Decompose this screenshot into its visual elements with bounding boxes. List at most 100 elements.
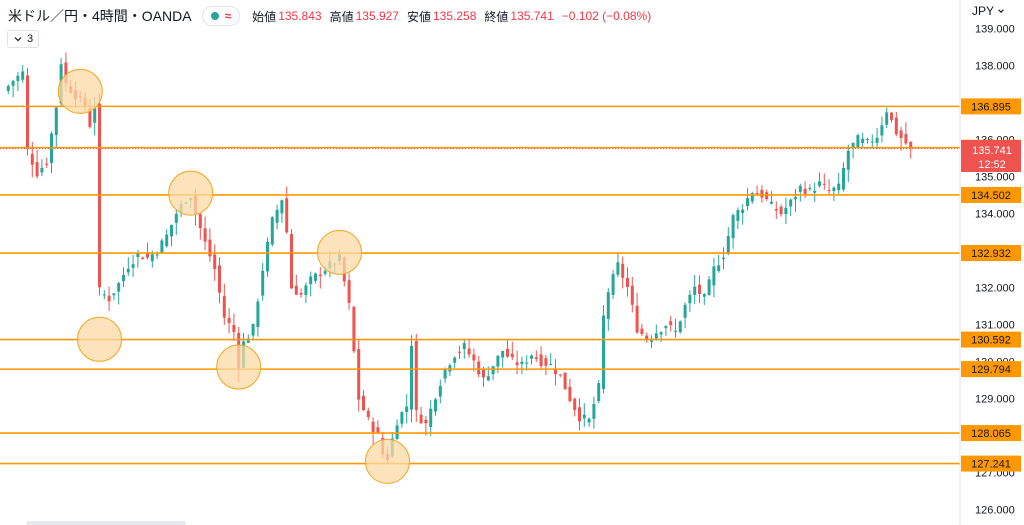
candle-body bbox=[21, 71, 25, 80]
axis-tick-label: 129.000 bbox=[975, 394, 1015, 406]
candle-body bbox=[26, 75, 29, 150]
candle-body bbox=[621, 263, 625, 278]
candle-body bbox=[611, 274, 615, 295]
candle-body bbox=[525, 362, 529, 364]
candle-body bbox=[314, 273, 317, 281]
candle-body bbox=[827, 189, 831, 191]
candle-body bbox=[323, 271, 327, 274]
level-tag-bg bbox=[961, 455, 1021, 472]
candle-body bbox=[779, 206, 783, 215]
candle-body bbox=[482, 369, 485, 378]
candle-body bbox=[515, 362, 519, 366]
highlight-circle bbox=[317, 229, 362, 275]
candle-body bbox=[558, 374, 562, 376]
candle-body bbox=[146, 253, 149, 258]
candle-body bbox=[376, 427, 380, 433]
candlestick-series bbox=[6, 52, 913, 463]
candle-body bbox=[880, 125, 884, 136]
candle-body bbox=[736, 210, 740, 221]
candle-body bbox=[126, 268, 130, 273]
status-pill[interactable]: ≈ bbox=[201, 6, 241, 26]
axis-tick-label: 139.000 bbox=[975, 24, 1015, 36]
candle-body bbox=[746, 198, 749, 206]
highlight-circles bbox=[57, 68, 410, 484]
candle-body bbox=[429, 408, 433, 428]
highlight-circle bbox=[168, 170, 214, 216]
candle-body bbox=[54, 107, 58, 136]
candle-body bbox=[774, 208, 778, 211]
candle-body bbox=[227, 317, 231, 324]
candle-body bbox=[544, 358, 548, 366]
candle-body bbox=[640, 328, 644, 335]
candle-body bbox=[419, 414, 423, 424]
candle-body bbox=[534, 357, 538, 359]
chevron-down-icon bbox=[14, 37, 22, 42]
candle-body bbox=[64, 62, 68, 84]
candle-body bbox=[400, 412, 404, 424]
candle-body bbox=[616, 262, 620, 275]
candle-body bbox=[693, 286, 697, 295]
market-status-icon bbox=[210, 12, 219, 20]
low-label: 安値 bbox=[406, 9, 431, 24]
candle-body bbox=[750, 193, 754, 202]
candle-body bbox=[702, 294, 706, 297]
candle-body bbox=[794, 197, 797, 200]
candle-body bbox=[136, 252, 140, 258]
candle-body bbox=[731, 215, 735, 239]
candle-body bbox=[443, 368, 447, 379]
highlight-circle bbox=[57, 68, 103, 114]
highlight-circle bbox=[365, 438, 410, 484]
candle-body bbox=[362, 395, 365, 411]
candle-body bbox=[414, 341, 418, 411]
candle-body bbox=[856, 135, 860, 148]
highlight-circle bbox=[77, 316, 122, 362]
time-scrollbar[interactable] bbox=[26, 521, 186, 525]
candle-body bbox=[275, 209, 279, 223]
candle-body bbox=[40, 167, 44, 173]
candle-body bbox=[131, 264, 135, 268]
high-label: 高値 bbox=[329, 9, 354, 24]
candle-body bbox=[530, 355, 533, 359]
symbol-title[interactable]: 米ドル／円・4時間・OANDA bbox=[8, 8, 192, 24]
candle-body bbox=[674, 330, 677, 332]
candle-body bbox=[458, 351, 461, 353]
candle-body bbox=[366, 410, 370, 418]
chevron-down-icon bbox=[998, 9, 1004, 13]
candle-body bbox=[899, 130, 903, 138]
candle-body bbox=[30, 153, 34, 165]
candle-body bbox=[688, 294, 692, 304]
candle-body bbox=[808, 187, 812, 189]
candle-body bbox=[6, 85, 10, 91]
candle-body bbox=[11, 80, 15, 86]
candle-body bbox=[405, 406, 409, 413]
candle-body bbox=[784, 207, 788, 215]
candle-body bbox=[410, 346, 413, 410]
level-tag-label: 130.592 bbox=[971, 335, 1011, 347]
high-value: 135.927 bbox=[355, 9, 399, 23]
open-value: 135.843 bbox=[278, 9, 322, 23]
candle-body bbox=[462, 343, 466, 350]
candle-body bbox=[842, 167, 845, 190]
candle-body bbox=[261, 270, 265, 296]
level-tag-bg bbox=[961, 98, 1021, 115]
indicators-collapse-button[interactable]: 3 bbox=[7, 30, 40, 48]
candle-body bbox=[256, 301, 260, 328]
level-tag-label: 134.502 bbox=[971, 190, 1011, 202]
currency-selector[interactable]: JPY bbox=[972, 4, 1005, 18]
level-tag-bg bbox=[961, 361, 1021, 378]
candle-body bbox=[352, 306, 356, 352]
candle-body bbox=[304, 285, 308, 295]
candle-body bbox=[664, 326, 668, 329]
candle-body bbox=[866, 139, 869, 141]
candle-body bbox=[822, 183, 826, 185]
last-price-value: 135.741 bbox=[972, 145, 1012, 157]
candle-body bbox=[155, 254, 159, 256]
candle-body bbox=[208, 239, 212, 257]
level-tag-bg bbox=[961, 245, 1021, 262]
candle-body bbox=[318, 274, 322, 277]
candle-body bbox=[813, 190, 817, 193]
candle-body bbox=[851, 142, 855, 148]
candle-body bbox=[578, 407, 581, 422]
close-value: 135.741 bbox=[510, 9, 554, 23]
